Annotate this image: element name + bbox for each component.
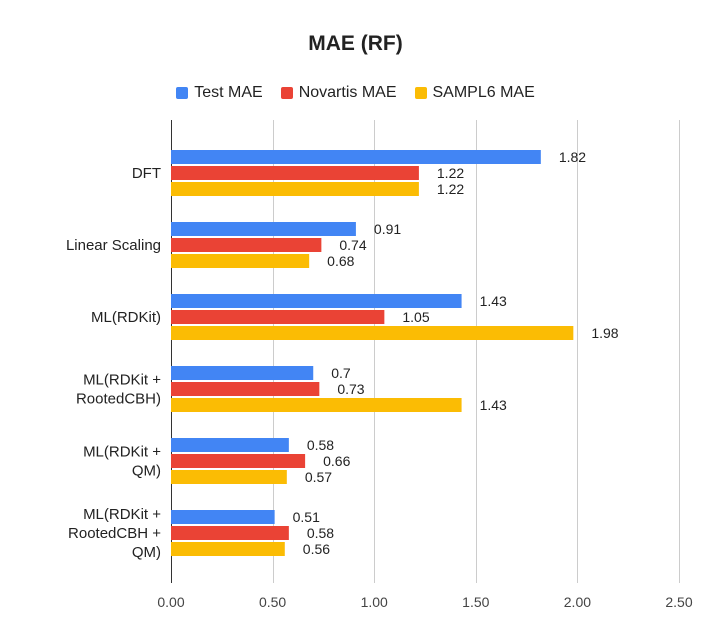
bar-sampl6-mae: [171, 542, 285, 556]
category-label: Linear Scaling: [66, 237, 161, 254]
bar-novartis-mae: [171, 382, 320, 396]
category-label-line: QM): [132, 544, 161, 561]
category-label: DFT: [132, 165, 161, 182]
x-tick-label: 0.50: [259, 594, 286, 610]
category-label-line: ML(RDKit +: [83, 506, 161, 523]
bar-test-mae: [171, 366, 314, 380]
legend-item-sampl6-mae[interactable]: SAMPL6 MAE: [414, 84, 535, 102]
category-label: ML(RDKit): [91, 309, 161, 326]
data-label: 0.74: [339, 237, 366, 253]
x-tick-label: 1.50: [462, 594, 489, 610]
data-label: 1.82: [559, 149, 586, 165]
data-label: 0.73: [337, 381, 364, 397]
category-label-line: RootedCBH +: [68, 525, 161, 542]
data-label: 1.22: [437, 181, 464, 197]
legend-swatch-sampl6-mae: [414, 87, 427, 99]
x-tick-label: 0.00: [157, 594, 184, 610]
bar-novartis-mae: [171, 310, 385, 324]
bar-test-mae: [171, 294, 462, 308]
data-label: 0.51: [293, 509, 320, 525]
bar-test-mae: [171, 150, 541, 164]
legend-label-sampl6-mae: SAMPL6 MAE: [432, 84, 535, 101]
legend-item-test-mae[interactable]: Test MAE: [176, 84, 263, 102]
bar-sampl6-mae: [171, 326, 574, 340]
legend-swatch-novartis-mae: [280, 87, 293, 99]
legend-label-novartis-mae: Novartis MAE: [298, 84, 397, 101]
data-label: 0.7: [331, 365, 351, 381]
data-label: 0.57: [305, 469, 332, 485]
data-label: 1.05: [402, 309, 429, 325]
bar-sampl6-mae: [171, 254, 310, 268]
legend-swatch-test-mae: [176, 87, 189, 99]
category-label-line: ML(RDKit +: [83, 444, 161, 461]
bar-novartis-mae: [171, 238, 322, 252]
bar-novartis-mae: [171, 166, 419, 180]
category-label: ML(RDKit + QM): [83, 444, 161, 480]
data-label: 0.56: [303, 541, 330, 557]
x-tick-label: 1.00: [361, 594, 388, 610]
bar-test-mae: [171, 510, 275, 524]
category-label-line: ML(RDKit): [91, 309, 161, 326]
legend: Test MAE Novartis MAE SAMPL6 MAE: [0, 82, 711, 104]
data-label: 0.58: [307, 525, 334, 541]
category-label: ML(RDKit + RootedCBH + QM): [68, 506, 161, 561]
category-label-line: QM): [132, 463, 161, 480]
category-label-line: DFT: [132, 165, 161, 182]
bar-test-mae: [171, 438, 289, 452]
x-tick-label: 2.00: [564, 594, 591, 610]
data-label: 1.22: [437, 165, 464, 181]
data-label: 0.58: [307, 437, 334, 453]
data-label: 0.91: [374, 221, 401, 237]
legend-label-test-mae: Test MAE: [194, 84, 263, 101]
data-label: 0.66: [323, 453, 350, 469]
category-label-line: ML(RDKit +: [83, 372, 161, 389]
legend-item-novartis-mae[interactable]: Novartis MAE: [280, 84, 397, 102]
data-label: 1.43: [480, 397, 507, 413]
x-tick-label: 2.50: [665, 594, 692, 610]
data-label: 1.43: [480, 293, 507, 309]
chart-title: MAE (RF): [308, 32, 403, 55]
bar-novartis-mae: [171, 454, 306, 468]
data-label: 1.98: [591, 325, 618, 341]
bar-novartis-mae: [171, 526, 289, 540]
bar-test-mae: [171, 222, 356, 236]
category-label-line: RootedCBH): [76, 391, 161, 408]
bar-sampl6-mae: [171, 182, 419, 196]
bar-sampl6-mae: [171, 470, 287, 484]
category-label-line: Linear Scaling: [66, 237, 161, 254]
category-label: ML(RDKit + RootedCBH): [76, 372, 161, 408]
bar-sampl6-mae: [171, 398, 462, 412]
data-label: 0.68: [327, 253, 354, 269]
